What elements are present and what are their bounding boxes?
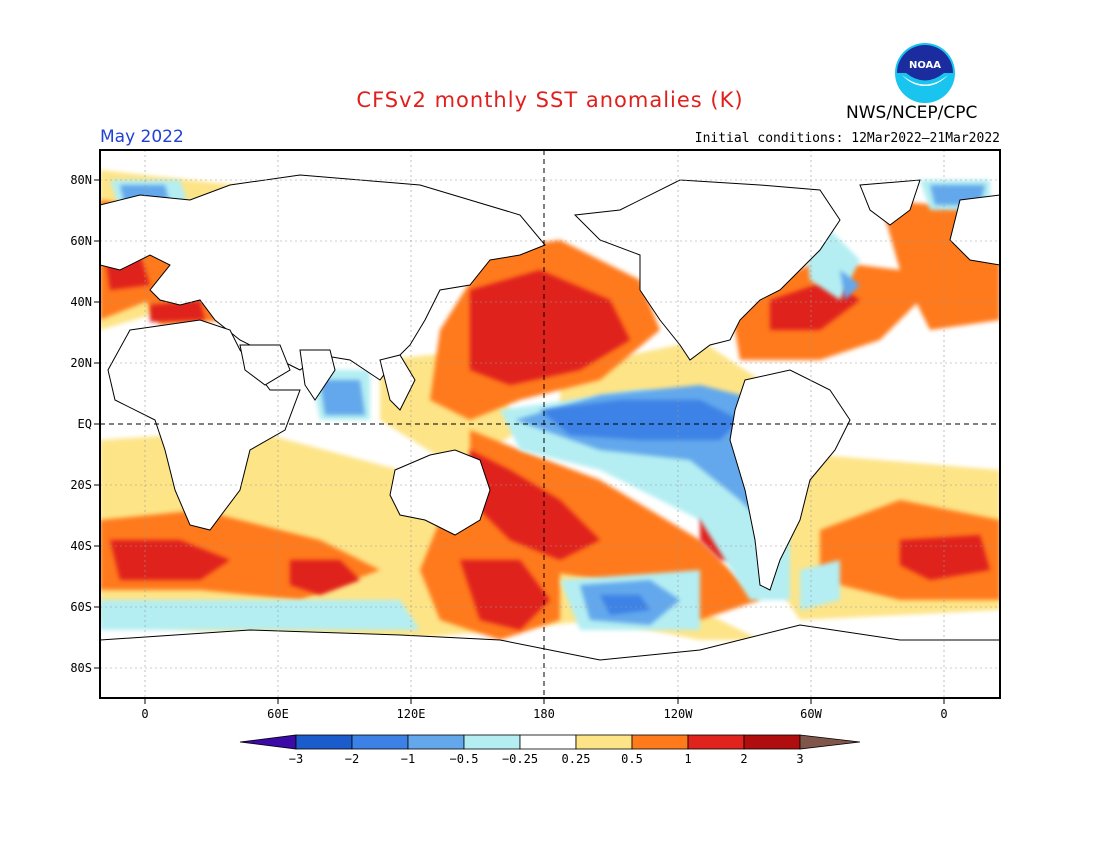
- lon-labels: 0 60E 120E 180 120W 60W 0: [141, 707, 947, 721]
- lon-label: 120E: [397, 707, 426, 721]
- colorbar-label: −0.25: [502, 752, 538, 766]
- lat-label: 60N: [70, 234, 92, 248]
- colorbar-arrow-high: [799, 734, 861, 750]
- svg-text:NOAA: NOAA: [909, 60, 941, 71]
- lon-label: 60W: [800, 707, 822, 721]
- colorbar-label: −0.5: [450, 752, 479, 766]
- continent-outlines: [100, 174, 1000, 698]
- chart-title: CFSv2 monthly SST anomalies (K): [356, 88, 744, 112]
- lat-label: EQ: [78, 417, 92, 431]
- lon-label: 60E: [267, 707, 289, 721]
- lon-label: 180: [533, 707, 555, 721]
- lon-label: 120W: [664, 707, 694, 721]
- lon-label: 0: [141, 707, 148, 721]
- lat-labels: 80N 60N 40N 20N EQ 20S 40S 60S 80S: [70, 173, 92, 675]
- colorbar-label: −3: [289, 752, 303, 766]
- lat-label: 60S: [70, 600, 92, 614]
- lat-label: 20N: [70, 356, 92, 370]
- colorbar-label: −2: [345, 752, 359, 766]
- colorbar-label: 1: [684, 752, 691, 766]
- lat-label: 40S: [70, 539, 92, 553]
- anomaly-field: [100, 170, 1000, 640]
- reference-lines: [100, 150, 1000, 698]
- colorbar-labels: −3 −2 −1 −0.5 −0.25 0.25 0.5 1 2 3: [289, 752, 804, 766]
- agency-label: NWS/NCEP/CPC: [846, 103, 978, 123]
- lat-label: 80N: [70, 173, 92, 187]
- lat-label: 40N: [70, 295, 92, 309]
- colorbar-label: −1: [401, 752, 415, 766]
- colorbar-arrow-low: [239, 734, 297, 750]
- colorbar-label: 0.25: [562, 752, 591, 766]
- graticule: [100, 150, 1000, 698]
- colorbar-label: 3: [796, 752, 803, 766]
- colorbar-label: 0.5: [621, 752, 643, 766]
- lon-label: 0: [940, 707, 947, 721]
- colorbar-label: 2: [740, 752, 747, 766]
- color-bar: [239, 734, 861, 750]
- lat-label: 20S: [70, 478, 92, 492]
- initial-conditions: Initial conditions: 12Mar2022–21Mar2022: [694, 131, 1000, 146]
- noaa-logo: NOAA: [895, 43, 955, 103]
- lat-label: 80S: [70, 661, 92, 675]
- forecast-month: May 2022: [100, 127, 184, 147]
